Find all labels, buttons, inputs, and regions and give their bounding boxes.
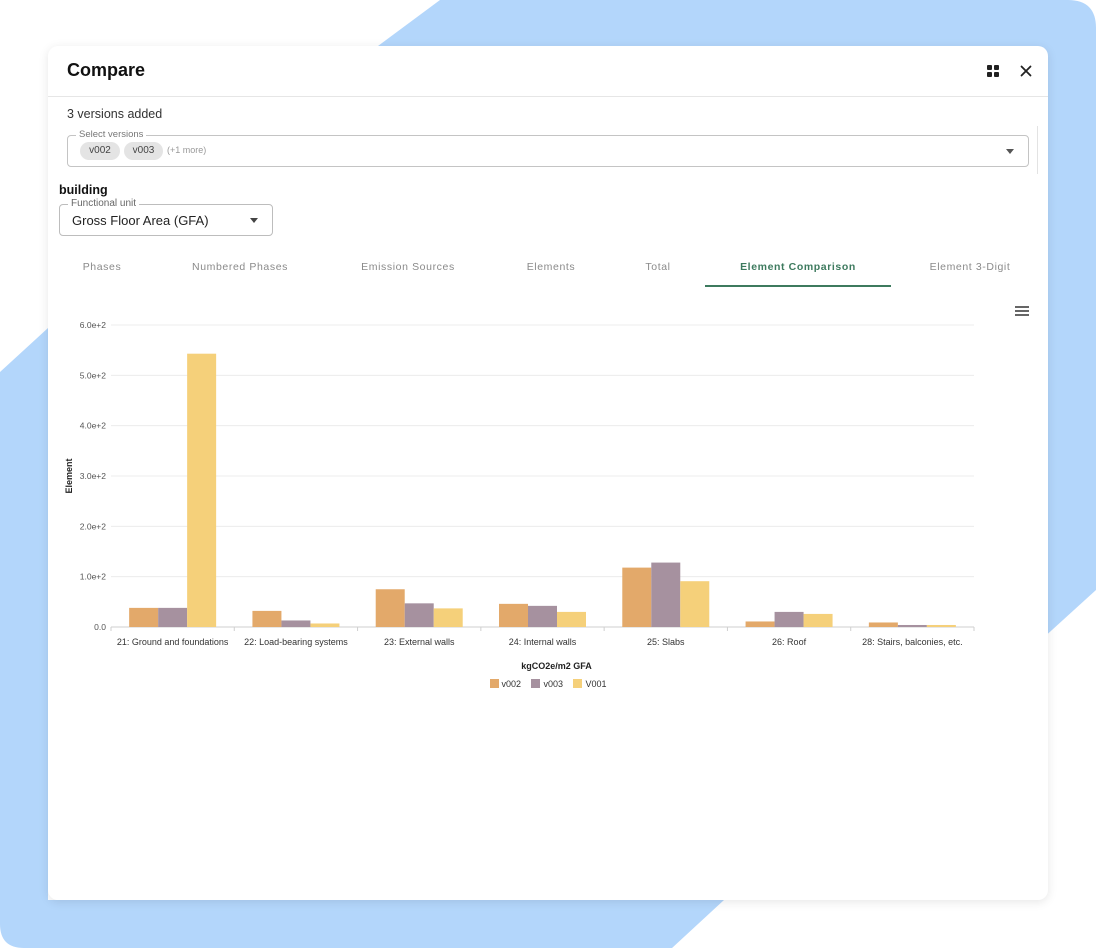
legend-item-v001[interactable]: V001 [573, 678, 607, 689]
bar-v003[interactable] [404, 603, 434, 627]
legend-label: v003 [543, 678, 564, 689]
x-category-label: 22: Load-bearing systems [244, 637, 348, 647]
dialog-header: Compare [48, 46, 1048, 97]
versions-select[interactable]: Select versions v002 v003 (+1 more) [67, 129, 1029, 167]
x-category-label: 26: Roof [772, 637, 807, 647]
x-category-label: 21: Ground and foundations [117, 637, 229, 647]
legend-item-v002[interactable]: v002 [489, 678, 522, 689]
element-comparison-chart: 0.0 1.0e+2 2.0e+2 3.0e+2 4.0e+2 5.0e+2 6.0e+2 2… [64, 320, 975, 671]
y-axis-title: Element [64, 458, 74, 493]
x-category-label: 25: Slabs [647, 637, 685, 647]
bar-v002[interactable] [622, 567, 652, 627]
versions-select-label: Select versions [76, 129, 147, 140]
grid-icon[interactable] [983, 61, 1003, 81]
y-tick-label: 1.0e+2 [80, 572, 107, 582]
tab-bar: Phases Numbered Phases Emission Sources … [48, 249, 1048, 287]
legend-item-v003[interactable]: v003 [531, 678, 564, 689]
functional-unit-label: Functional unit [68, 198, 140, 209]
functional-unit-select[interactable]: Functional unit Gross Floor Area (GFA) [59, 198, 273, 236]
bar-v003[interactable] [897, 624, 927, 627]
bar-v003[interactable] [158, 607, 188, 627]
y-tick-label: 6.0e+2 [80, 320, 107, 330]
legend-label: v002 [501, 678, 522, 689]
compare-dialog: Compare 3 versions added Select versions… [48, 46, 1048, 900]
y-tick-label: 3.0e+2 [80, 471, 107, 481]
y-tick-label: 0.0 [94, 622, 106, 632]
bar-v002[interactable] [252, 610, 282, 627]
legend-swatch [489, 678, 499, 688]
legend-swatch [531, 678, 541, 688]
tab-total[interactable]: Total [645, 261, 671, 273]
x-axis-title: kgCO2e/m2 GFA [521, 661, 592, 671]
hamburger-menu-icon[interactable] [1015, 306, 1029, 318]
x-category-label: 28: Stairs, balconies, etc. [862, 637, 963, 647]
close-icon[interactable] [1016, 61, 1036, 81]
bar-v003[interactable] [281, 620, 311, 627]
chart-legend: v002 v003 V001 [48, 675, 1048, 693]
tab-elements[interactable]: Elements [526, 261, 576, 273]
x-category-label: 24: Internal walls [509, 637, 577, 647]
bar-v002[interactable] [745, 621, 775, 627]
bar-v001[interactable] [187, 353, 217, 627]
bar-v001[interactable] [803, 613, 833, 627]
bar-v003[interactable] [528, 605, 557, 627]
bar-v002[interactable] [499, 603, 528, 627]
building-label: building [59, 183, 108, 197]
caret-down-icon[interactable] [250, 218, 258, 223]
tab-element-comparison[interactable]: Element Comparison [705, 249, 891, 287]
scrollbar[interactable] [1037, 126, 1038, 174]
y-tick-label: 5.0e+2 [80, 370, 107, 380]
y-tick-label: 2.0e+2 [80, 521, 107, 531]
version-chip[interactable]: v002 [80, 142, 120, 160]
functional-unit-value: Gross Floor Area (GFA) [72, 213, 209, 228]
bar-v002[interactable] [129, 607, 159, 627]
bar-v002[interactable] [868, 622, 898, 627]
bar-v001[interactable] [557, 611, 586, 627]
bar-v001[interactable] [310, 623, 340, 627]
tab-element-3-digit[interactable]: Element 3-Digit [929, 261, 1011, 273]
legend-swatch [573, 678, 583, 688]
bar-v002[interactable] [375, 589, 405, 627]
versions-count: 3 versions added [67, 107, 163, 121]
bar-v003[interactable] [651, 562, 681, 627]
bar-v001[interactable] [680, 581, 710, 627]
dialog-title: Compare [67, 60, 146, 80]
more-versions-text: (+1 more) [167, 145, 207, 155]
tab-numbered-phases[interactable]: Numbered Phases [192, 261, 288, 273]
legend-label: V001 [585, 678, 607, 689]
y-tick-label: 4.0e+2 [80, 421, 107, 431]
bar-v001[interactable] [926, 624, 956, 627]
bar-v003[interactable] [774, 611, 804, 627]
version-chip[interactable]: v003 [124, 142, 163, 160]
tab-phases[interactable]: Phases [82, 261, 122, 273]
caret-down-icon[interactable] [1006, 149, 1014, 154]
x-category-label: 23: External walls [384, 637, 455, 647]
tab-emission-sources[interactable]: Emission Sources [361, 261, 455, 273]
bar-v001[interactable] [433, 608, 463, 627]
